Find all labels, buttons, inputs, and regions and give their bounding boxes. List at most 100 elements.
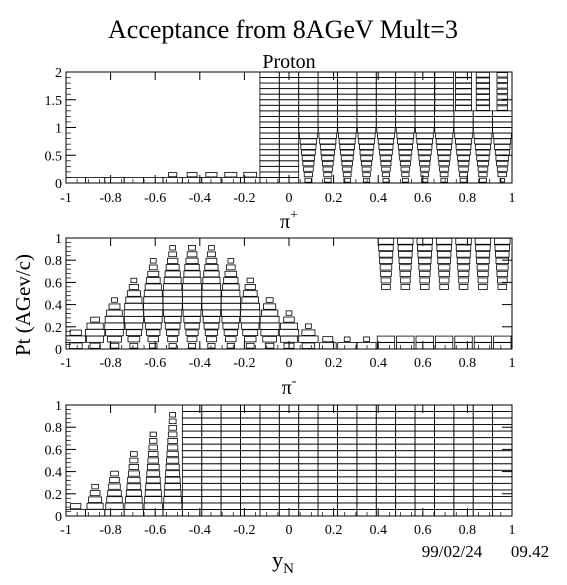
acceptance-box <box>414 424 435 432</box>
acceptance-box <box>149 438 158 444</box>
acceptance-box <box>414 116 435 123</box>
acceptance-box <box>201 476 222 484</box>
acceptance-box <box>395 127 415 134</box>
acceptance-box <box>453 411 474 419</box>
acceptance-box <box>69 329 82 336</box>
x-tick-label: -0.2 <box>233 523 255 538</box>
acceptance-box <box>259 82 280 90</box>
acceptance-box <box>414 469 435 478</box>
acceptance-box <box>278 482 300 491</box>
acceptance-box <box>499 178 505 183</box>
acceptance-box <box>88 496 102 503</box>
acceptance-box <box>356 121 377 128</box>
acceptance-box <box>478 172 488 178</box>
acceptance-box <box>475 88 490 95</box>
acceptance-box <box>434 482 455 491</box>
acceptance-box <box>147 457 159 464</box>
acceptance-box <box>148 264 158 271</box>
panel-title-sup-2: - <box>292 374 297 389</box>
panel-frame-1 <box>65 237 513 350</box>
acceptance-box <box>472 127 493 134</box>
acceptance-box <box>337 443 358 452</box>
acceptance-box <box>125 296 143 304</box>
acceptance-box <box>453 127 474 134</box>
acceptance-box <box>435 132 454 139</box>
acceptance-box <box>317 82 338 90</box>
acceptance-box <box>472 417 494 425</box>
panel-title-2: π- <box>282 374 297 399</box>
acceptance-box <box>363 177 371 183</box>
acceptance-box <box>299 132 318 139</box>
acceptance-box <box>342 166 353 172</box>
acceptance-box <box>298 88 319 95</box>
acceptance-box <box>278 476 300 484</box>
acceptance-box <box>220 417 241 425</box>
acceptance-box <box>221 289 241 298</box>
acceptance-box <box>434 82 454 90</box>
x-tick-label: -0.8 <box>100 356 122 371</box>
acceptance-box <box>337 509 358 517</box>
acceptance-box <box>395 443 416 452</box>
acceptance-box <box>129 342 139 349</box>
acceptance-box <box>240 315 261 324</box>
acceptance-box <box>456 251 471 258</box>
acceptance-box <box>356 502 377 510</box>
acceptance-box <box>398 257 413 265</box>
acceptance-box <box>414 417 435 425</box>
acceptance-box <box>201 456 222 465</box>
acceptance-box <box>436 244 452 252</box>
acceptance-box <box>240 417 261 425</box>
acceptance-box <box>220 443 241 452</box>
y-tick-label: 1.5 <box>45 94 63 109</box>
acceptance-box <box>278 496 300 504</box>
acceptance-box <box>478 284 488 290</box>
acceptance-box <box>381 166 391 172</box>
acceptance-box <box>440 177 448 183</box>
acceptance-box <box>375 456 397 465</box>
acceptance-box <box>220 309 241 317</box>
acceptance-box <box>321 155 335 161</box>
acceptance-box <box>414 502 435 510</box>
acceptance-box <box>201 417 222 425</box>
acceptance-box <box>181 424 203 432</box>
acceptance-box <box>184 322 200 330</box>
acceptance-box <box>337 116 358 123</box>
acceptance-box <box>417 244 433 252</box>
acceptance-box <box>395 496 416 504</box>
x-tick-label: -0.8 <box>100 523 122 538</box>
acceptance-box <box>303 166 314 172</box>
acceptance-box <box>201 404 222 412</box>
acceptance-box <box>317 110 338 117</box>
acceptance-box <box>145 277 161 284</box>
panel-boxes-0 <box>65 71 513 184</box>
acceptance-box <box>322 166 333 172</box>
acceptance-box <box>434 335 454 343</box>
acceptance-box <box>220 177 241 184</box>
acceptance-box <box>337 489 358 497</box>
acceptance-box <box>201 177 222 184</box>
acceptance-box <box>492 417 513 425</box>
acceptance-box <box>414 489 435 497</box>
acceptance-box <box>395 417 416 425</box>
acceptance-box <box>399 270 412 277</box>
acceptance-box <box>356 116 377 123</box>
y-tick-label: 1 <box>55 399 62 414</box>
acceptance-box <box>414 456 435 465</box>
acceptance-box <box>317 104 338 112</box>
acceptance-box <box>453 110 474 117</box>
acceptance-box <box>298 509 319 517</box>
acceptance-box <box>206 336 217 343</box>
acceptance-box <box>379 264 393 271</box>
acceptance-box <box>356 110 377 117</box>
acceptance-box <box>259 110 280 117</box>
acceptance-box <box>259 104 280 112</box>
acceptance-box <box>298 476 319 484</box>
acceptance-box <box>472 411 494 419</box>
x-tick-label: 0.2 <box>325 356 343 371</box>
acceptance-box <box>492 482 513 491</box>
acceptance-box <box>278 463 300 471</box>
acceptance-box <box>455 237 472 245</box>
acceptance-box <box>86 335 105 343</box>
acceptance-box <box>419 160 431 167</box>
acceptance-box <box>414 88 435 95</box>
